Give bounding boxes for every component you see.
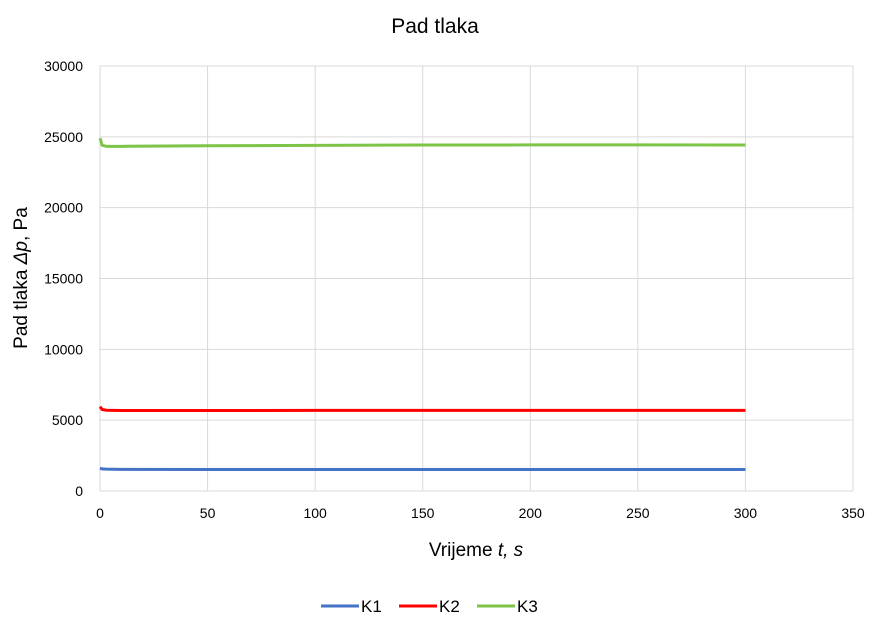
x-tick-label: 50: [200, 505, 216, 521]
y-tick-label: 5000: [52, 412, 83, 428]
legend-item-k2: K2: [399, 597, 460, 616]
series-line-k1: [99, 466, 746, 471]
y-tick-label: 15000: [44, 271, 83, 287]
legend-label: K1: [361, 597, 382, 616]
x-axis-ticks: 0 50 100 150 200 250 300 350: [96, 505, 865, 521]
x-tick-label: 0: [96, 505, 104, 521]
legend-label: K2: [439, 597, 460, 616]
x-tick-label: 150: [411, 505, 435, 521]
x-axis-label: Vrijeme t, s: [429, 540, 524, 561]
y-tick-label: 10000: [44, 341, 83, 357]
y-tick-label: 20000: [44, 200, 83, 216]
legend-item-k1: K1: [321, 597, 382, 616]
x-tick-label: 100: [303, 505, 327, 521]
x-tick-label: 300: [734, 505, 758, 521]
y-tick-label: 25000: [44, 129, 83, 145]
x-tick-label: 200: [519, 505, 543, 521]
y-tick-label: 30000: [44, 58, 83, 74]
series-line-k2: [98, 405, 746, 413]
legend-label: K3: [517, 597, 538, 616]
y-tick-label: 0: [75, 483, 83, 499]
y-axis-label: Pad tlaka Δp, Pa: [11, 207, 32, 349]
series-line-k3: [98, 137, 746, 148]
y-axis-ticks: 0 5000 10000 15000 20000 25000 30000: [44, 58, 83, 499]
x-tick-label: 250: [626, 505, 650, 521]
legend-item-k3: K3: [477, 597, 538, 616]
grid: [99, 65, 854, 492]
chart-title: Pad tlaka: [391, 15, 479, 38]
series-lines: [98, 137, 746, 471]
x-tick-label: 350: [841, 505, 865, 521]
legend: K1 K2 K3: [321, 597, 538, 616]
